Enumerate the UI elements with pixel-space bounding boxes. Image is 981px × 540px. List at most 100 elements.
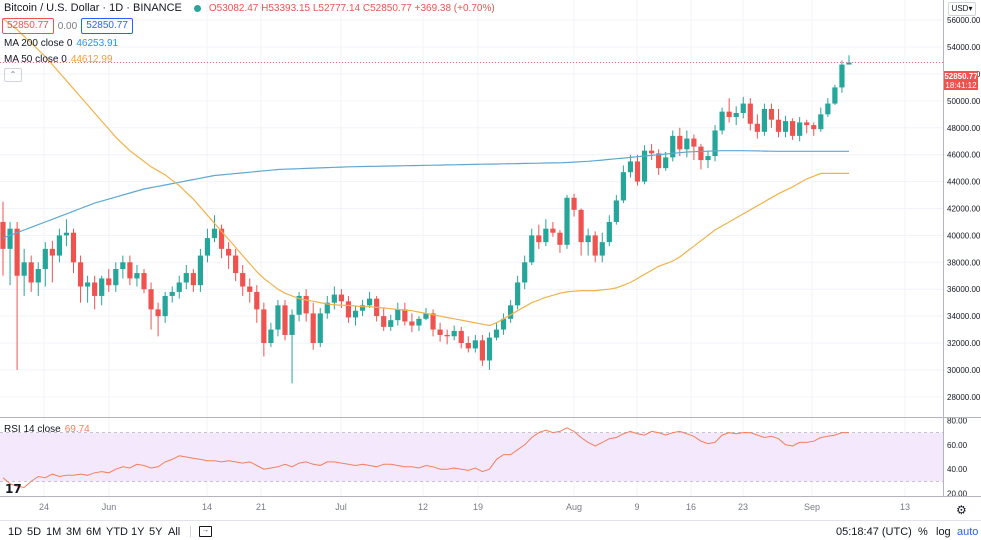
buy-button[interactable]: 52850.77 [81,18,133,34]
candles [0,55,852,384]
candle-body [451,330,457,337]
candle-body [712,130,718,157]
candle-body [127,262,133,279]
candle-body [63,232,70,236]
price-tick-label: 30000.00 [947,366,981,375]
candle-body [578,209,584,243]
candle-body [7,228,13,249]
candle-body [218,228,225,249]
candle-body [790,121,796,136]
timeframe-all[interactable]: All [168,526,181,538]
price-tick-label: 48000.00 [947,124,981,133]
candle-body [726,111,732,118]
time-tick-label: Sep [804,502,820,512]
ma200-value: 46253.91 [76,38,119,49]
timeframe-5d[interactable]: 5D [27,526,42,538]
candle-body [719,111,725,131]
candle-body [515,282,521,306]
candle-body [768,108,775,120]
candle-body [493,329,500,338]
candle-body [233,255,239,274]
candle-body [254,291,260,310]
collapse-legend-button[interactable]: ⌃ [4,68,22,82]
percent-toggle[interactable]: % [918,526,928,538]
price-tick-label: 32000.00 [947,339,981,348]
currency-selector[interactable]: USD▾ [948,2,976,16]
tradingview-logo[interactable]: 17 [5,482,22,496]
candle-body [28,262,34,283]
candle-body [747,103,753,124]
candle-body [388,320,394,327]
symbol-title[interactable]: Bitcoin / U.S. Dollar · 1D · BINANCE [4,2,182,14]
price-tick-label: 36000.00 [947,285,981,294]
time-tick-label: 16 [686,502,696,512]
ma50-legend[interactable]: MA 50 close 0 44612.99 [4,54,113,65]
rsi-band [0,432,943,482]
goto-date-icon[interactable]: → [199,526,212,537]
candle-body [183,273,189,283]
timeframe-1d[interactable]: 1D [8,526,23,538]
ma200-legend[interactable]: MA 200 close 0 46253.91 [4,38,118,49]
timeframe-1m[interactable]: 1M [46,526,62,538]
timeframe-ytd[interactable]: YTD [106,526,128,538]
candle-body [381,316,387,327]
auto-toggle[interactable]: auto [957,526,979,538]
candle-body [317,313,323,344]
candle-body [282,305,288,335]
candle-body [775,119,782,132]
candle-body [620,172,626,201]
utc-clock[interactable]: 05:18:47 (UTC) [836,526,912,538]
rsi-axis: 20.00 40.00 60.00 80.00 [947,416,968,498]
time-axis[interactable]: 24 Jun 14 21 Jul 12 19 Aug 9 16 23 Sep 13 [39,502,910,512]
settings-gear-icon[interactable]: ⚙ [956,503,967,517]
candle-body [85,282,91,287]
timeframe-5y[interactable]: 5Y [149,526,163,538]
candle-body [649,150,655,154]
candle-body [508,305,514,319]
candle-body [176,282,182,292]
time-tick-label: 23 [738,502,748,512]
candle-body [345,301,352,318]
timeframe-1y[interactable]: 1Y [131,526,145,538]
time-tick-label: 14 [202,502,212,512]
time-tick-label: Jul [335,502,347,512]
candle-body [811,125,817,130]
candle-body [296,295,302,315]
candle-body [740,103,746,113]
candle-body [705,156,711,161]
candle-body [35,269,41,283]
candle-body [77,262,84,287]
time-tick-label: 21 [256,502,266,512]
candle-body [479,340,485,361]
sell-button[interactable]: 52850.77 [2,18,54,34]
timeframe-6m[interactable]: 6M [86,526,102,538]
rsi-legend[interactable]: RSI 14 close 69.74 [4,424,90,435]
candle-body [691,138,697,147]
candle-body [106,278,112,286]
timeframe-3m[interactable]: 3M [66,526,82,538]
candle-body [465,343,471,349]
candle-body [240,273,246,287]
candle-body [148,289,154,310]
candle-body [846,62,852,65]
last-price-label: 52850.77 18:41:12 [944,71,978,90]
candle-body [226,248,232,256]
price-tick-label: 44000.00 [947,178,981,187]
candle-body [204,238,211,256]
log-toggle[interactable]: log [936,526,951,538]
grid [0,0,943,496]
candle-body [557,232,563,245]
ma200-label: MA 200 close 0 [4,38,73,49]
candle-body [754,123,760,132]
candle-body [0,221,6,249]
price-tick-label: 42000.00 [947,205,981,214]
candle-body [134,273,140,279]
time-tick-label: 12 [418,502,428,512]
candle-body [70,232,77,263]
candle-body [437,329,443,335]
price-tick-label: 54000.00 [947,43,981,52]
candle-body [275,305,281,330]
candle-body [804,122,810,126]
time-tick-label: 13 [900,502,910,512]
